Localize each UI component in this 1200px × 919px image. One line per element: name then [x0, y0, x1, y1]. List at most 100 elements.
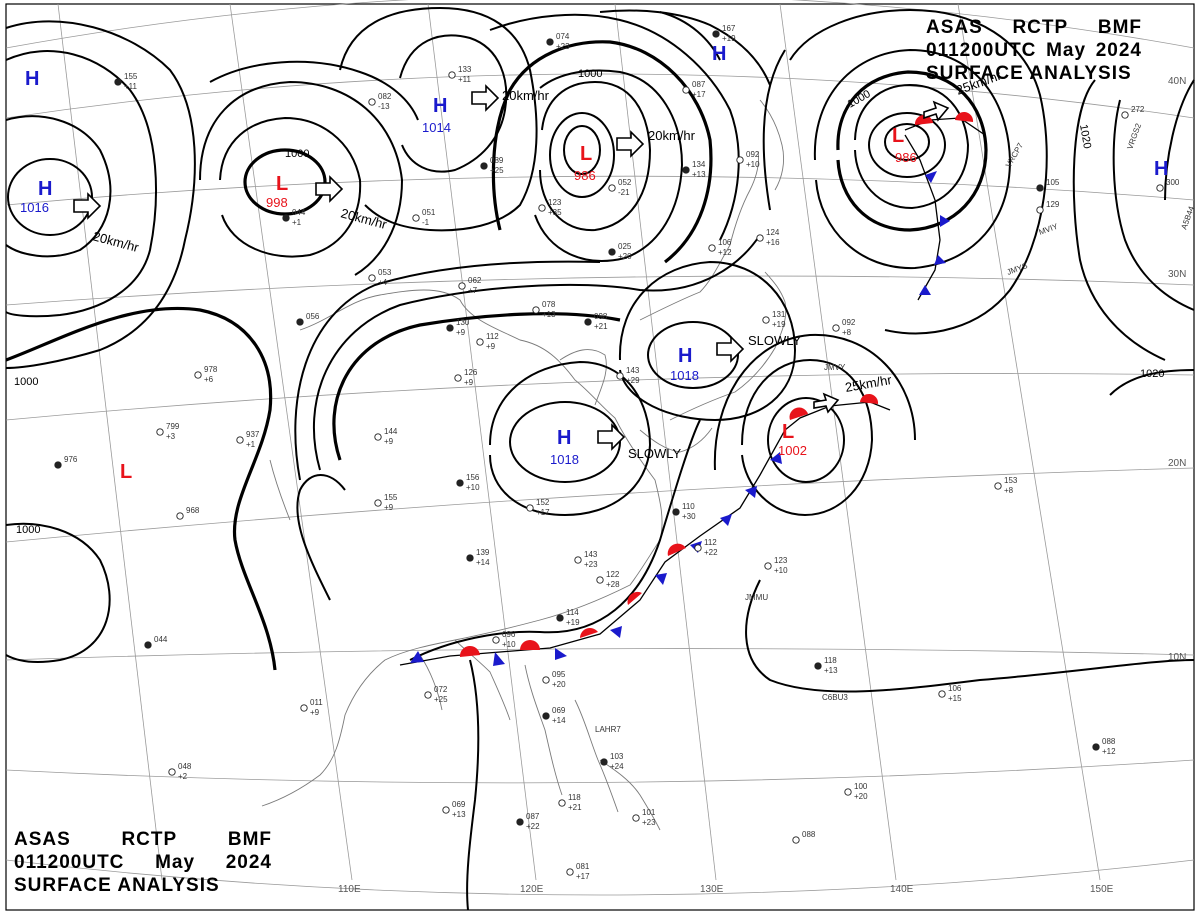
station-marker	[1036, 184, 1044, 192]
station-pressure: 112	[704, 538, 717, 547]
low-center-value: 1002	[778, 443, 807, 458]
station-marker	[424, 691, 432, 699]
station-pressure: 103	[610, 752, 624, 761]
motion-slowly-label: SLOWLY	[748, 333, 802, 348]
motion-speed-label: 20km/hr	[648, 128, 696, 143]
station-pressure: 123	[548, 198, 562, 207]
low-center-marker: L	[892, 125, 904, 147]
station-marker	[532, 306, 540, 314]
station-marker	[596, 576, 604, 584]
station-tendency: +11	[458, 75, 472, 84]
station-tendency: +35	[548, 208, 562, 217]
station-tendency: +17	[576, 872, 590, 881]
product-title: SURFACE ANALYSIS	[14, 875, 220, 896]
station-code: RCTP	[121, 829, 178, 850]
station-pressure: 156	[466, 473, 480, 482]
year: 2024	[1095, 40, 1142, 61]
station-pressure: 110	[682, 502, 695, 511]
station-marker	[994, 482, 1002, 490]
agency-code: ASAS	[926, 17, 983, 38]
station-pressure: 092	[746, 150, 760, 159]
station-tendency: +21	[568, 803, 582, 812]
station-pressure: 112	[486, 332, 499, 341]
motion-speed-label: 20km/hr	[502, 88, 550, 103]
high-center-value: 1014	[422, 120, 451, 135]
station-marker	[694, 544, 702, 552]
station-marker	[480, 162, 488, 170]
station-tendency: +10	[502, 640, 516, 649]
high-center-value: 1018	[670, 368, 699, 383]
station-marker	[600, 758, 608, 766]
longitude-label: 150E	[1090, 884, 1114, 895]
station-tendency: +8	[842, 328, 852, 337]
longitude-label: 130E	[700, 884, 724, 895]
motion-arrows	[73, 84, 950, 451]
station-tendency: +10	[774, 566, 788, 575]
station-marker	[764, 562, 772, 570]
station-pressure: 062	[468, 276, 482, 285]
station-pressure: 976	[64, 455, 78, 464]
station-marker	[456, 479, 464, 487]
latitude-label: 20N	[1168, 458, 1186, 469]
station-tendency: +23	[642, 818, 656, 827]
station-tendency: -21	[618, 188, 630, 197]
station-pressure: 133	[458, 65, 472, 74]
isobar-label: 1020	[1140, 368, 1164, 380]
station-tendency: +13	[452, 810, 466, 819]
station-pressure: 069	[452, 800, 466, 809]
station-marker	[1092, 743, 1100, 751]
station-marker	[542, 676, 550, 684]
station-marker	[682, 166, 690, 174]
station-marker	[454, 374, 462, 382]
station-pressure: 143	[584, 550, 598, 559]
month: May	[1046, 40, 1087, 61]
station-pressure: 134	[692, 160, 706, 169]
station-tendency: +7	[468, 286, 478, 295]
station-tendency: +19	[566, 618, 580, 627]
station-tendency: +14	[476, 558, 490, 567]
station-marker	[516, 818, 524, 826]
station-marker	[526, 504, 534, 512]
station-pressure: 072	[434, 685, 448, 694]
station-pressure: 078	[542, 300, 556, 309]
high-center-marker: H	[712, 43, 726, 65]
product-code: BMF	[227, 829, 272, 850]
station-marker	[558, 799, 566, 807]
station-pressure: 131	[772, 310, 786, 319]
station-marker	[114, 78, 122, 86]
low-center-marker: L	[276, 173, 288, 195]
station-marker	[938, 690, 946, 698]
station-tendency: +1	[292, 218, 302, 227]
station-pressure: 143	[626, 366, 640, 375]
longitude-label: 140E	[890, 884, 914, 895]
station-marker	[608, 184, 616, 192]
station-marker	[542, 712, 550, 720]
ship-callsign: JMVY	[824, 363, 846, 372]
station-tendency: +20	[552, 680, 566, 689]
latitude-label: 30N	[1168, 269, 1186, 280]
station-marker	[1036, 206, 1044, 214]
product-title: SURFACE ANALYSIS	[926, 63, 1132, 84]
station-pressure: 114	[566, 608, 579, 617]
station-marker	[584, 318, 592, 326]
station-marker	[442, 806, 450, 814]
station-pressure: 100	[854, 782, 868, 791]
station-marker	[492, 636, 500, 644]
station-marker	[1121, 111, 1129, 119]
station-tendency: +11	[124, 82, 138, 91]
station-pressure: 095	[552, 670, 566, 679]
isobar-label: 1020	[1077, 123, 1093, 149]
station-tendency: +20	[854, 792, 868, 801]
station-pressure: 105	[1046, 178, 1060, 187]
station-tendency: +3	[166, 432, 176, 441]
longitude-label: 110E	[338, 884, 361, 895]
station-tendency: +17	[692, 90, 706, 99]
station-tendency: +30	[682, 512, 696, 521]
station-pressure: 087	[526, 812, 540, 821]
station-marker	[374, 499, 382, 507]
low-center-value: 986	[574, 168, 596, 183]
station-marker	[792, 836, 800, 844]
station-tendency: +10	[466, 483, 480, 492]
station-marker	[546, 38, 554, 46]
station-tendency: +22	[704, 548, 718, 557]
